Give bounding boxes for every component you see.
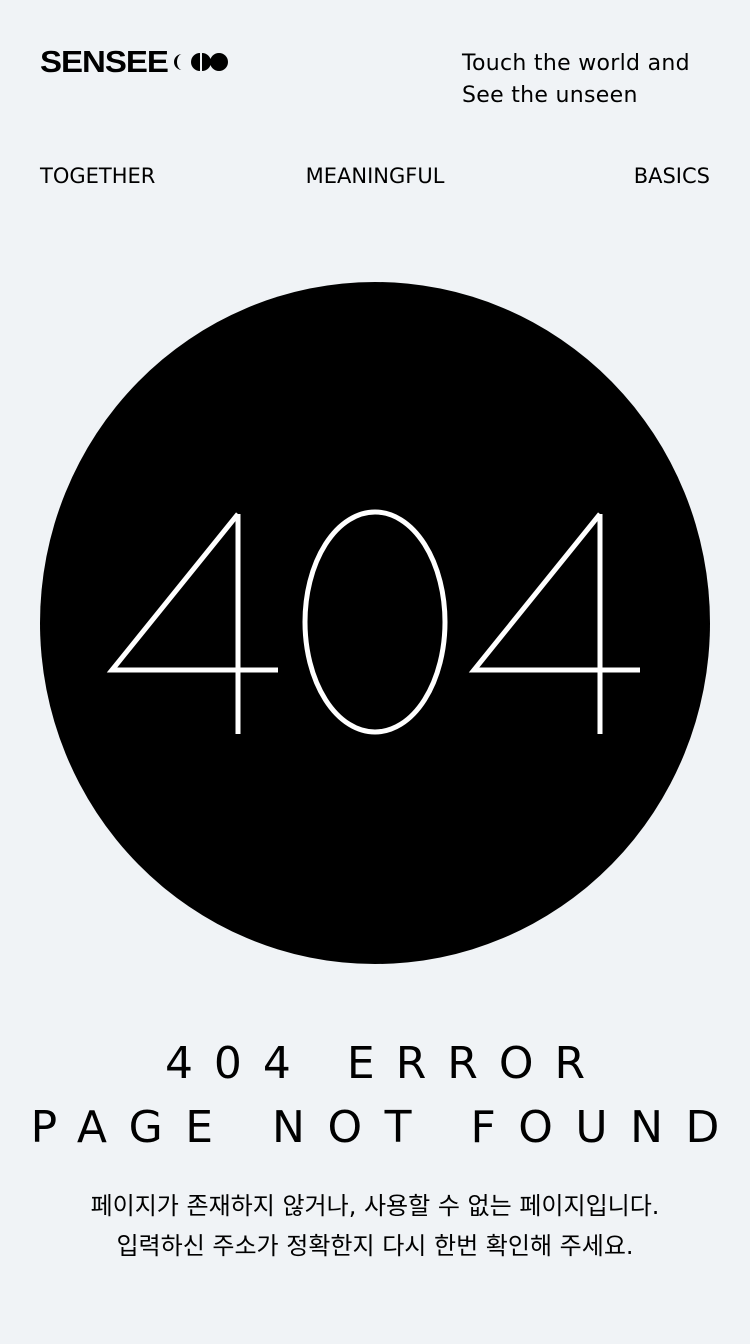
logo[interactable]: SENSEE (40, 44, 228, 80)
logo-dots-icon (173, 53, 228, 71)
tagline-line-1: Touch the world and (462, 51, 690, 76)
error-message-line-1: 페이지가 존재하지 않거나, 사용할 수 없는 페이지입니다. (90, 1192, 660, 1220)
error-message-line-2: 입력하신 주소가 정확한지 다시 한번 확인해 주세요. (116, 1232, 634, 1260)
hero-404-graphic (106, 509, 640, 735)
main-nav: TOGETHER MEANINGFUL BASICS (40, 160, 710, 192)
error-code-heading: 404 ERROR (164, 1038, 607, 1089)
nav-item-basics[interactable]: BASICS (633, 164, 710, 188)
tagline-line-2: See the unseen (462, 83, 638, 108)
error-message: 페이지가 존재하지 않거나, 사용할 수 없는 페이지입니다. 입력하신 주소가… (0, 1186, 750, 1266)
hero-circle (40, 282, 710, 964)
tagline: Touch the world and See the unseen (462, 48, 690, 112)
nav-item-meaningful[interactable]: MEANINGFUL (305, 164, 445, 188)
nav-item-together[interactable]: TOGETHER (40, 164, 156, 188)
error-title-heading: PAGE NOT FOUND (30, 1102, 742, 1153)
logo-text: SENSEE (40, 44, 169, 79)
site-header: SENSEE Touch the world and See the unsee… (40, 0, 710, 140)
